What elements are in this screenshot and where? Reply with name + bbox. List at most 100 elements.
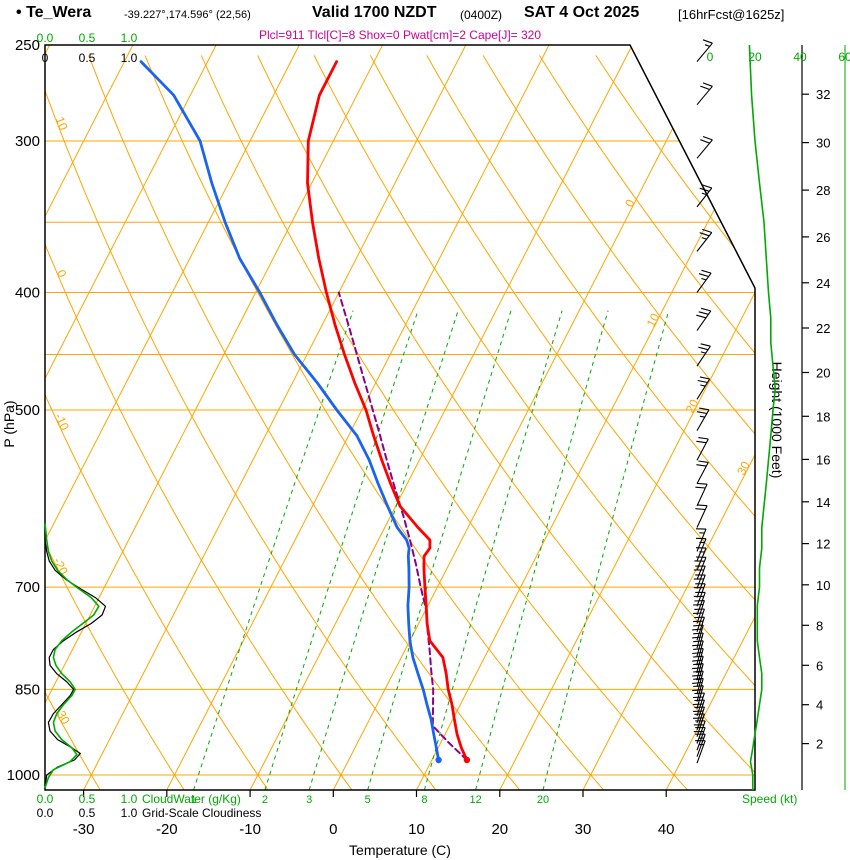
isotherm-line [45, 45, 217, 790]
top-cloudiness-scale: 0 [42, 51, 49, 65]
bottom-cloudiness-scale: 0.0 [37, 806, 54, 820]
temp-tick-label: 20 [491, 821, 508, 838]
pressure-tick-label: 300 [15, 133, 40, 150]
mixing-ratio-label: 20 [537, 794, 549, 806]
bullet-icon: • [16, 4, 22, 21]
mixing-ratio-line [367, 310, 512, 790]
adiabat-label: 0 [54, 268, 70, 280]
mixing-ratio-line [475, 310, 609, 790]
dry-adiabat-line [45, 55, 353, 790]
bottom-cloudiness-scale: 1.0 [121, 806, 138, 820]
station-coords: -39.227°,174.596° (22,56) [124, 9, 251, 21]
temperature-curve [306, 60, 469, 762]
mixing-ratio-label: 5 [365, 794, 371, 806]
isotherm-line [665, 45, 755, 790]
valid-zulu: (0400Z) [460, 8, 503, 22]
dry-adiabat-line [482, 55, 755, 790]
surface-dewpoint-dot [435, 756, 442, 764]
top-cloudwater-scale: 1.0 [121, 31, 138, 45]
isotherm-line [166, 45, 550, 790]
dry-adiabat-line [45, 55, 437, 790]
height-tick-label: 32 [816, 87, 830, 102]
station-title: • Te_Wera [16, 4, 92, 21]
height-tick-label: 28 [816, 183, 830, 198]
height-tick-label: 10 [816, 578, 830, 593]
isotherm-line [499, 45, 755, 790]
top-cloudiness-scale: 0.5 [79, 51, 96, 65]
top-cloudwater-scale: 0.0 [37, 31, 54, 45]
height-tick-label: 22 [816, 321, 830, 336]
top-cloudwater-scale: 0.5 [79, 31, 96, 45]
temp-tick-label: -10 [239, 821, 261, 838]
dry-adiabat-line [45, 55, 101, 790]
isotherm-line [332, 45, 716, 790]
pressure-tick-label: 400 [15, 285, 40, 302]
skewt-grid [45, 45, 755, 790]
bottom-cloudwater-scale: 0.0 [37, 792, 54, 806]
dry-adiabat-line [200, 55, 688, 790]
mixing-ratio-line [308, 310, 459, 790]
temp-tick-label: -20 [156, 821, 178, 838]
temp-tick-label: 30 [575, 821, 592, 838]
dry-adiabat-line [88, 55, 521, 790]
isotherm-line [45, 45, 134, 790]
mixing-ratio-label: 3 [306, 794, 312, 806]
top-cloudiness-scale: 1.0 [121, 51, 138, 65]
mixing-ratio-line [264, 310, 419, 790]
temp-tick-label: 40 [658, 821, 675, 838]
isotherm-label: 30 [734, 459, 753, 478]
speed-tick-label: 20 [748, 50, 762, 64]
isotherm-line [45, 45, 384, 790]
valid-date: SAT 4 Oct 2025 [524, 4, 640, 21]
wind-barbs [692, 39, 713, 764]
temp-axis-title: Temperature (C) [349, 842, 451, 858]
isotherm-label: 10 [644, 311, 663, 330]
mixing-ratio-label: 2 [262, 794, 268, 806]
height-tick-label: 14 [816, 495, 830, 510]
plot-border [44, 44, 756, 791]
bottom-cloudwater-scale: 0.5 [79, 792, 96, 806]
isotherm-label: 20 [683, 397, 702, 416]
adiabat-label: 10 [53, 115, 71, 133]
speed-axis-title: Speed (kt) [742, 792, 797, 806]
dewpoint-curve [139, 60, 441, 762]
dry-adiabat-line [45, 55, 269, 790]
mixing-ratio-line [542, 310, 670, 790]
mixing-ratio-label: 1 [191, 794, 197, 806]
dry-adiabat-line [426, 55, 755, 790]
mixing-ratio-line [423, 310, 563, 790]
pressure-tick-label: 850 [15, 681, 40, 698]
speed-tick-label: 0 [707, 50, 714, 64]
pressure-tick-label: 1000 [7, 767, 40, 784]
stability-indices: Plcl=911 Tlcl[C]=8 Shox=0 Pwat[cm]=2 Cap… [258, 28, 542, 42]
height-tick-label: 30 [816, 136, 830, 151]
mixing-ratio-label: 8 [421, 794, 427, 806]
dry-adiabat-line [539, 55, 755, 790]
pressure-tick-label: 700 [15, 579, 40, 596]
isotherm-line [249, 45, 633, 790]
height-tick-label: 26 [816, 230, 830, 245]
bottom-cloudwater-scale: 1.0 [121, 792, 138, 806]
isotherm-line [582, 45, 755, 790]
temp-tick-label: 0 [329, 821, 337, 838]
surface-temperature-dot [463, 756, 471, 764]
valid-time: Valid 1700 NZDT [312, 4, 437, 21]
pressure-tick-label: 500 [15, 402, 40, 419]
temp-tick-label: 10 [408, 821, 425, 838]
bottom-cloudiness-scale: 0.5 [79, 806, 96, 820]
forecast-tag: [16hrFcst@1625z] [678, 7, 785, 22]
dry-adiabat-line [45, 55, 185, 790]
dry-adiabat-line [257, 55, 755, 790]
dry-adiabat-line [144, 55, 605, 790]
mixing-ratio-label: 12 [469, 794, 481, 806]
cloud-water-curve [44, 523, 100, 789]
speed-tick-label: 40 [793, 50, 807, 64]
height-tick-label: 24 [816, 276, 830, 291]
speed-tick-label: 60 [838, 50, 850, 64]
temp-tick-label: -30 [73, 821, 95, 838]
height-tick-label: 18 [816, 409, 830, 424]
height-tick-label: 4 [816, 698, 823, 713]
